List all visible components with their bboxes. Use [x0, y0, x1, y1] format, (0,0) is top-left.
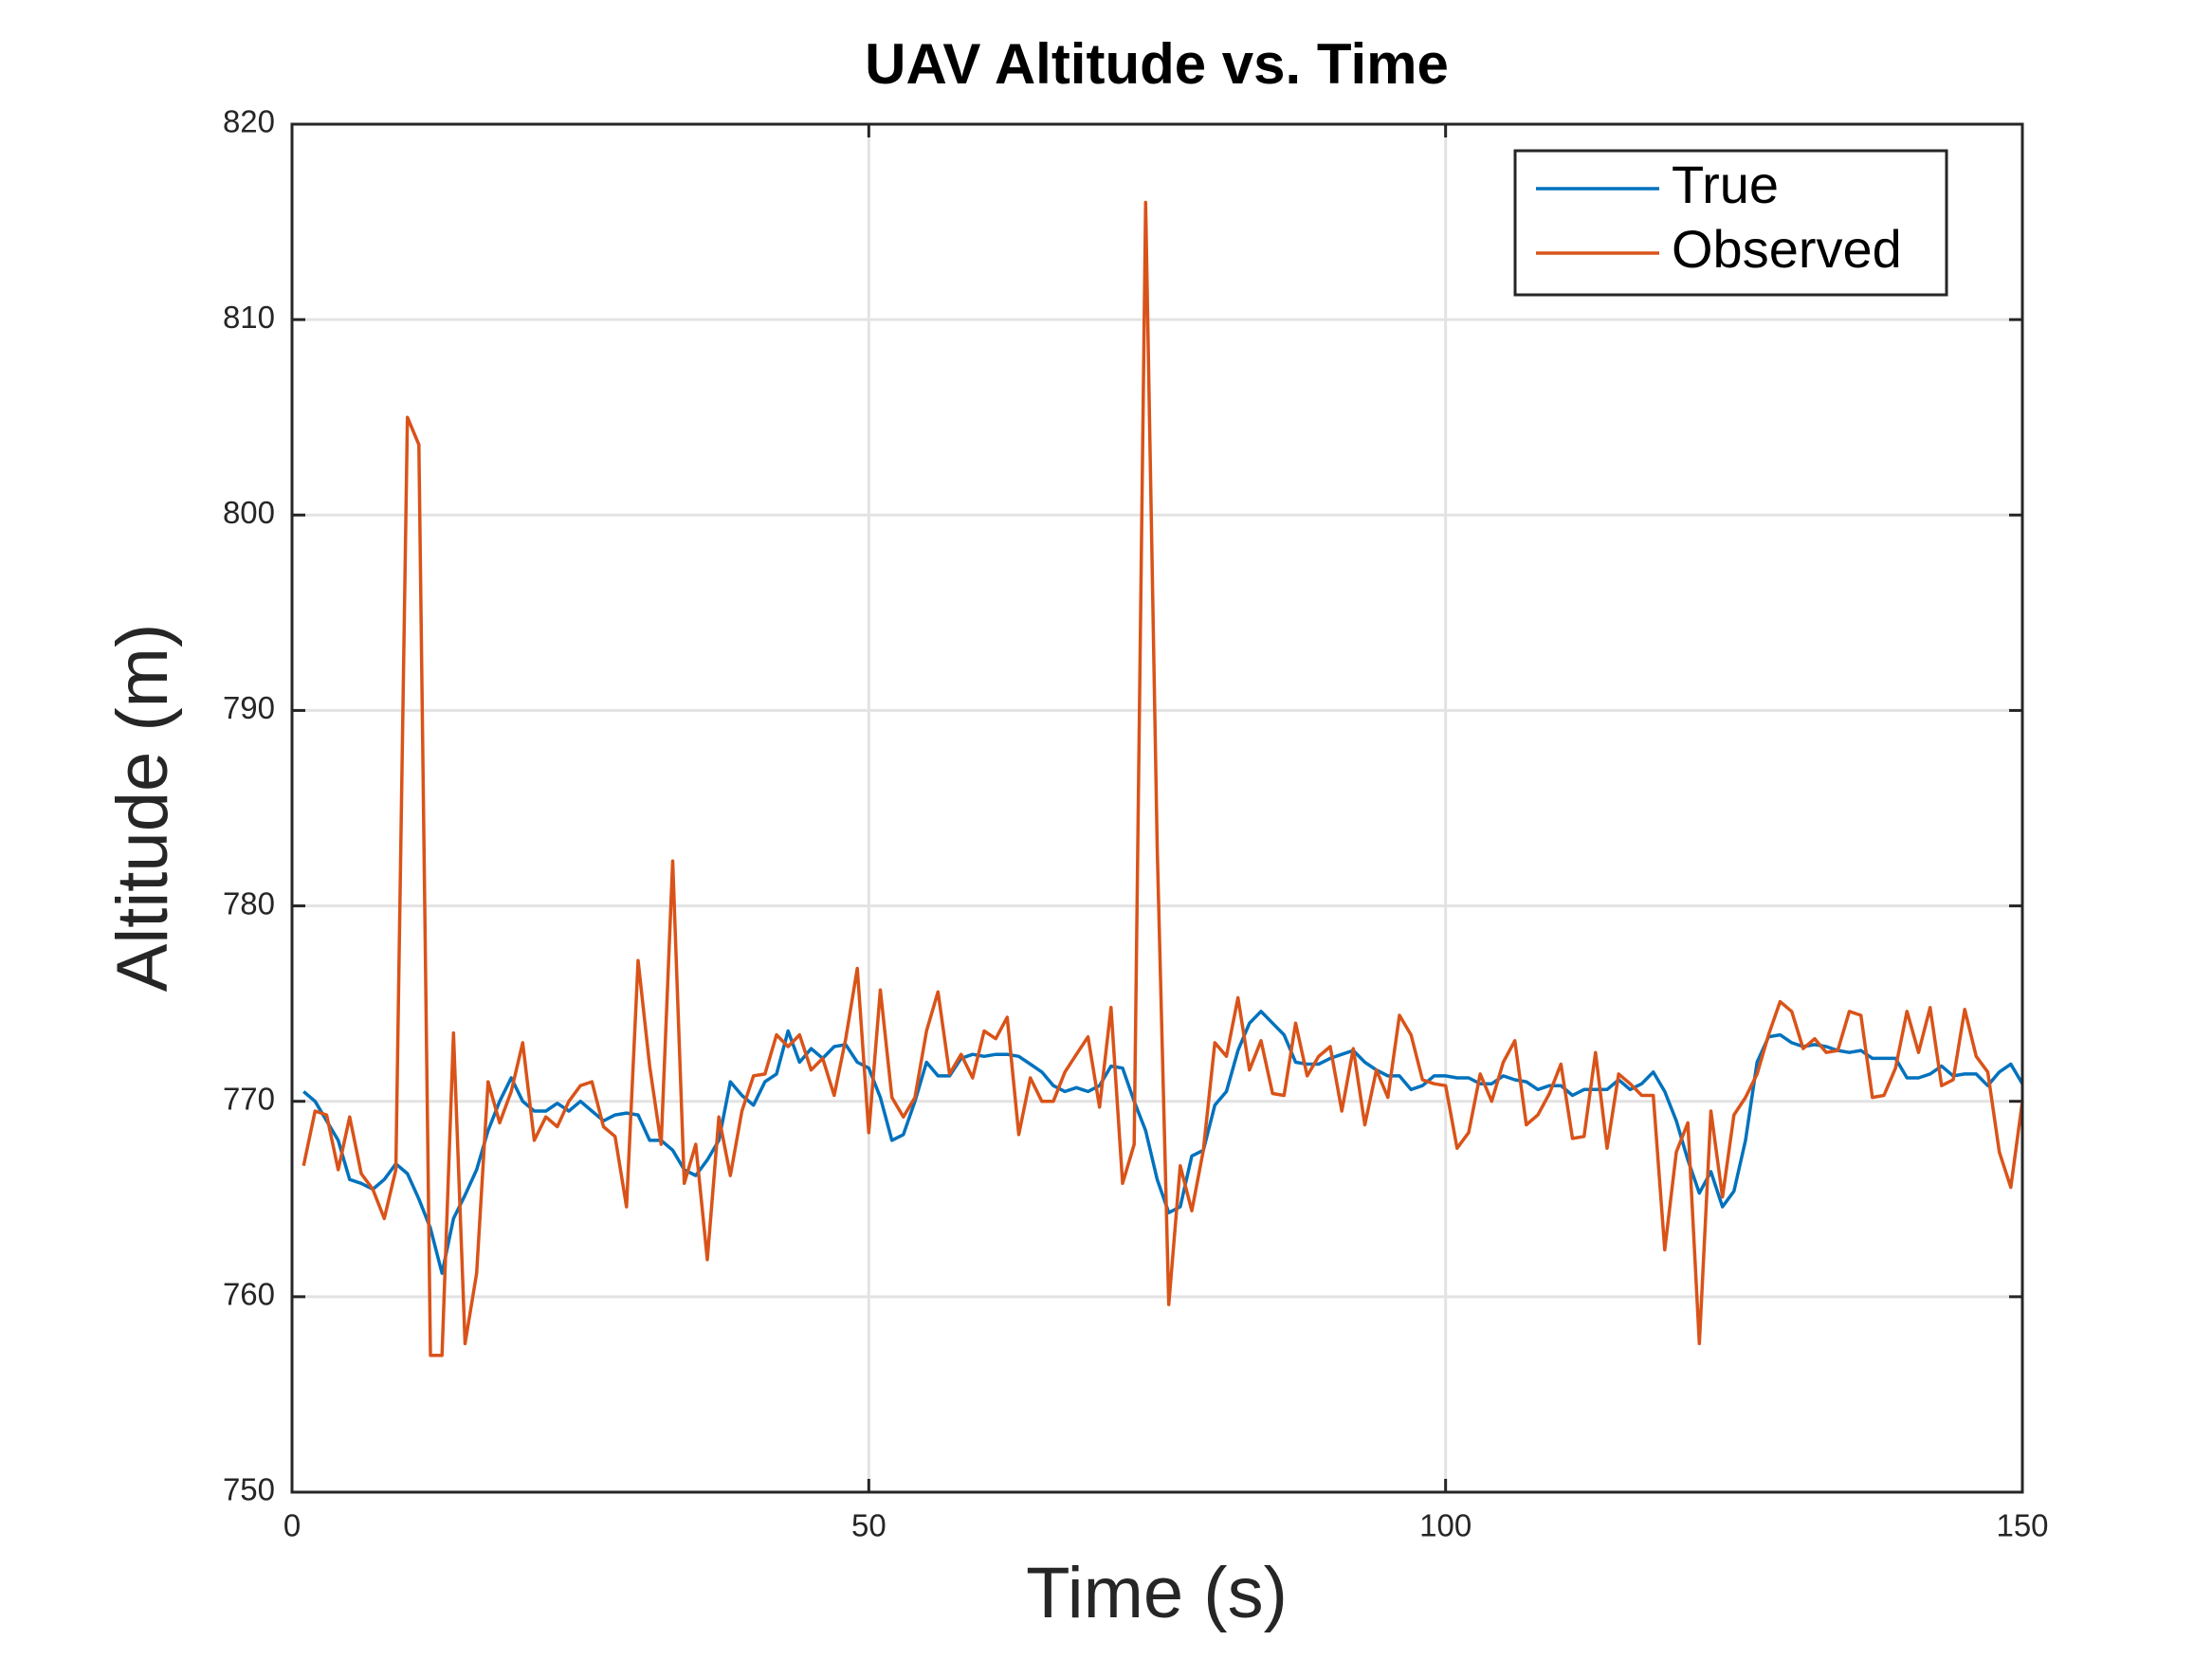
series-line [302, 200, 2024, 1358]
y-tick-label: 800 [223, 495, 275, 530]
y-tick-label: 770 [223, 1081, 275, 1116]
x-axis-label: Time (s) [1026, 1553, 1288, 1633]
y-tick-label: 780 [223, 885, 275, 921]
y-tick-label: 790 [223, 690, 275, 725]
legend-label: Observed [1672, 219, 1902, 279]
plot-frame [290, 122, 2024, 1494]
y-axis-label: Altitude (m) [102, 624, 183, 993]
series-line [302, 1010, 2024, 1275]
y-tick-label: 820 [223, 104, 275, 139]
x-tick-label: 100 [1419, 1508, 1472, 1543]
chart-title: UAV Altitude vs. Time [865, 32, 1449, 96]
legend-label: True [1672, 155, 1779, 214]
y-tick-label: 750 [223, 1472, 275, 1507]
x-tick-label: 150 [1996, 1508, 2048, 1543]
y-tick-label: 760 [223, 1277, 275, 1312]
x-tick-label: 0 [283, 1508, 301, 1543]
legend-box [1513, 149, 1948, 297]
y-tick-label: 810 [223, 300, 275, 335]
x-tick-label: 50 [851, 1508, 887, 1543]
